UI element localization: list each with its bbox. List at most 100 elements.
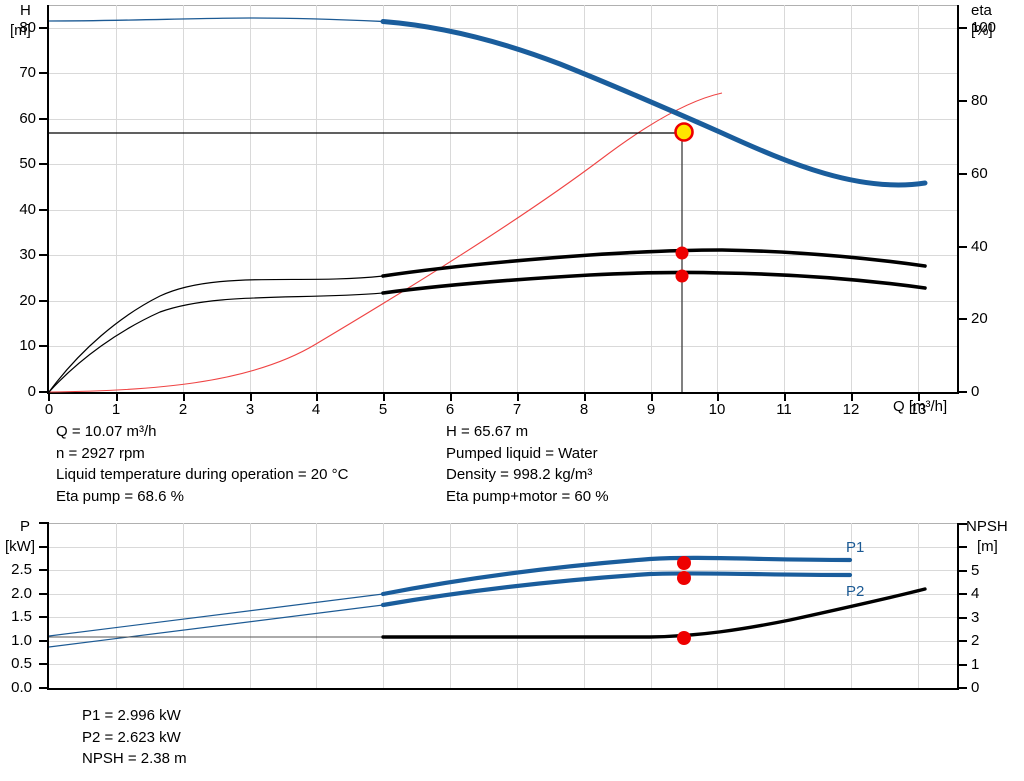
tick-h-60 [39, 118, 49, 120]
ticklabel-npsh-0: 0 [971, 679, 980, 696]
p1-curve-label: P1 [846, 539, 864, 556]
tick-p-35-unlabeled [39, 522, 49, 524]
tick-eta-60 [957, 173, 967, 175]
ticklabel-q-1: 1 [111, 401, 121, 418]
tick-q-10 [717, 392, 720, 401]
gridline-pq-4 [316, 523, 318, 688]
ticklabel-p-00: 0.0 [11, 679, 32, 696]
ticklabel-q-3: 3 [245, 401, 255, 418]
duty-info-right: H = 65.67 m Pumped liquid = Water Densit… [446, 421, 609, 507]
q-axis-line [47, 392, 959, 394]
eta-axis-label-line1: eta [971, 2, 992, 19]
power-info-line-3: NPSH = 2.38 m [82, 750, 187, 767]
gridline-q-3 [249, 5, 251, 392]
gridline-h-30 [49, 255, 958, 256]
power-info-line-1: P1 = 2.996 kW [82, 707, 181, 724]
ticklabel-h-50: 50 [19, 155, 36, 172]
npsh-axis-label-line1: NPSH [966, 518, 1008, 535]
gridline-q-12 [851, 5, 853, 392]
duty-info-left-line-1: Q = 10.07 m³/h [56, 423, 157, 440]
npsh-duty-marker [677, 631, 691, 645]
head-eta-plot-area [49, 5, 958, 392]
eta-axis-line [957, 5, 959, 394]
p2-curve-thin [48, 604, 384, 648]
tick-p-25 [39, 569, 49, 571]
tick-h-30 [39, 254, 49, 256]
ticklabel-npsh-2: 2 [971, 632, 980, 649]
eta-pump-motor-duty-marker [675, 269, 689, 283]
eta-pump-curve-thick [381, 248, 927, 278]
duty-info-right-line-4: Eta pump+motor = 60 % [446, 487, 609, 505]
gridline-q-8 [583, 5, 585, 392]
gridline-q-9 [650, 5, 652, 392]
ticklabel-h-70: 70 [19, 64, 36, 81]
npsh-curve-thick [381, 587, 927, 639]
tick-eta-100 [957, 27, 967, 29]
ticklabel-q-8: 8 [579, 401, 589, 418]
eta-pump-motor-curve-thick [381, 270, 927, 295]
eta-axis-label-line2: [%] [971, 22, 993, 39]
tick-q-12 [851, 392, 854, 401]
ticklabel-h-60: 60 [19, 110, 36, 127]
tick-h-80 [39, 27, 49, 29]
tick-q-11 [784, 392, 787, 401]
head-curve-thin [48, 17, 384, 23]
tick-h-20 [39, 300, 49, 302]
gridline-h-20 [49, 301, 958, 302]
ticklabel-q-4: 4 [311, 401, 321, 418]
tick-q-2 [182, 392, 185, 401]
ticklabel-q-10: 10 [708, 401, 726, 418]
ticklabel-eta-20: 20 [971, 310, 988, 327]
gridline-pq-9 [650, 523, 652, 688]
tick-eta-80 [957, 100, 967, 102]
tick-npsh-2 [957, 640, 967, 642]
tick-npsh-6-unlabeled [957, 546, 967, 548]
ticklabel-h-0: 0 [27, 383, 36, 400]
h-axis-label-line1: H [20, 2, 31, 19]
gridline-pq-2 [182, 523, 184, 688]
tick-h-0 [39, 391, 49, 393]
ticklabel-eta-60: 60 [971, 165, 988, 182]
gridline-pq-7 [516, 523, 518, 688]
p1-curve-thick [380, 555, 853, 597]
gridline-q-1 [115, 5, 117, 392]
tick-npsh-5 [957, 570, 967, 572]
p2-curve-thick [380, 571, 853, 608]
tick-h-50 [39, 163, 49, 165]
tick-q-6 [450, 392, 452, 401]
gridline-q-10 [717, 5, 719, 392]
ticklabel-npsh-1: 1 [971, 656, 980, 673]
gridline-pq-3 [249, 523, 251, 688]
gridline-pq-10 [717, 523, 719, 688]
p1-duty-marker [677, 556, 691, 570]
tick-eta-20 [957, 318, 967, 320]
tick-p-00 [39, 687, 49, 689]
duty-info-right-line-1: H = 65.67 m [446, 423, 529, 440]
duty-point-marker [674, 122, 694, 142]
duty-info-left-line-4: Eta pump = 68.6 % [56, 487, 184, 505]
ticklabel-p-10: 1.0 [11, 632, 32, 649]
plot-top-border [49, 5, 958, 6]
ticklabel-q-12: 12 [842, 401, 860, 418]
tick-eta-40 [957, 246, 967, 248]
gridline-q-7 [516, 5, 518, 392]
gridline-pq-8 [583, 523, 585, 688]
ticklabel-h-20: 20 [19, 292, 36, 309]
ticklabel-npsh-3: 3 [971, 609, 980, 626]
tick-q-5 [383, 392, 386, 401]
tick-h-40 [39, 209, 49, 211]
tick-q-13 [917, 392, 920, 401]
p1-curve-thin [48, 593, 384, 637]
gridline-h-60 [49, 119, 958, 120]
tick-p-05 [39, 663, 49, 665]
tick-p-30-unlabeled [39, 546, 49, 548]
ticklabel-q-9: 9 [646, 401, 656, 418]
npsh-axis-label-line2: [m] [977, 538, 998, 555]
eta-pump-motor-curve-thin [48, 292, 384, 393]
p2-curve-label: P2 [846, 583, 864, 600]
tick-p-15 [39, 616, 49, 618]
tick-npsh-1 [957, 664, 967, 666]
gridline-p-20 [49, 594, 958, 595]
tick-q-8 [583, 392, 586, 401]
